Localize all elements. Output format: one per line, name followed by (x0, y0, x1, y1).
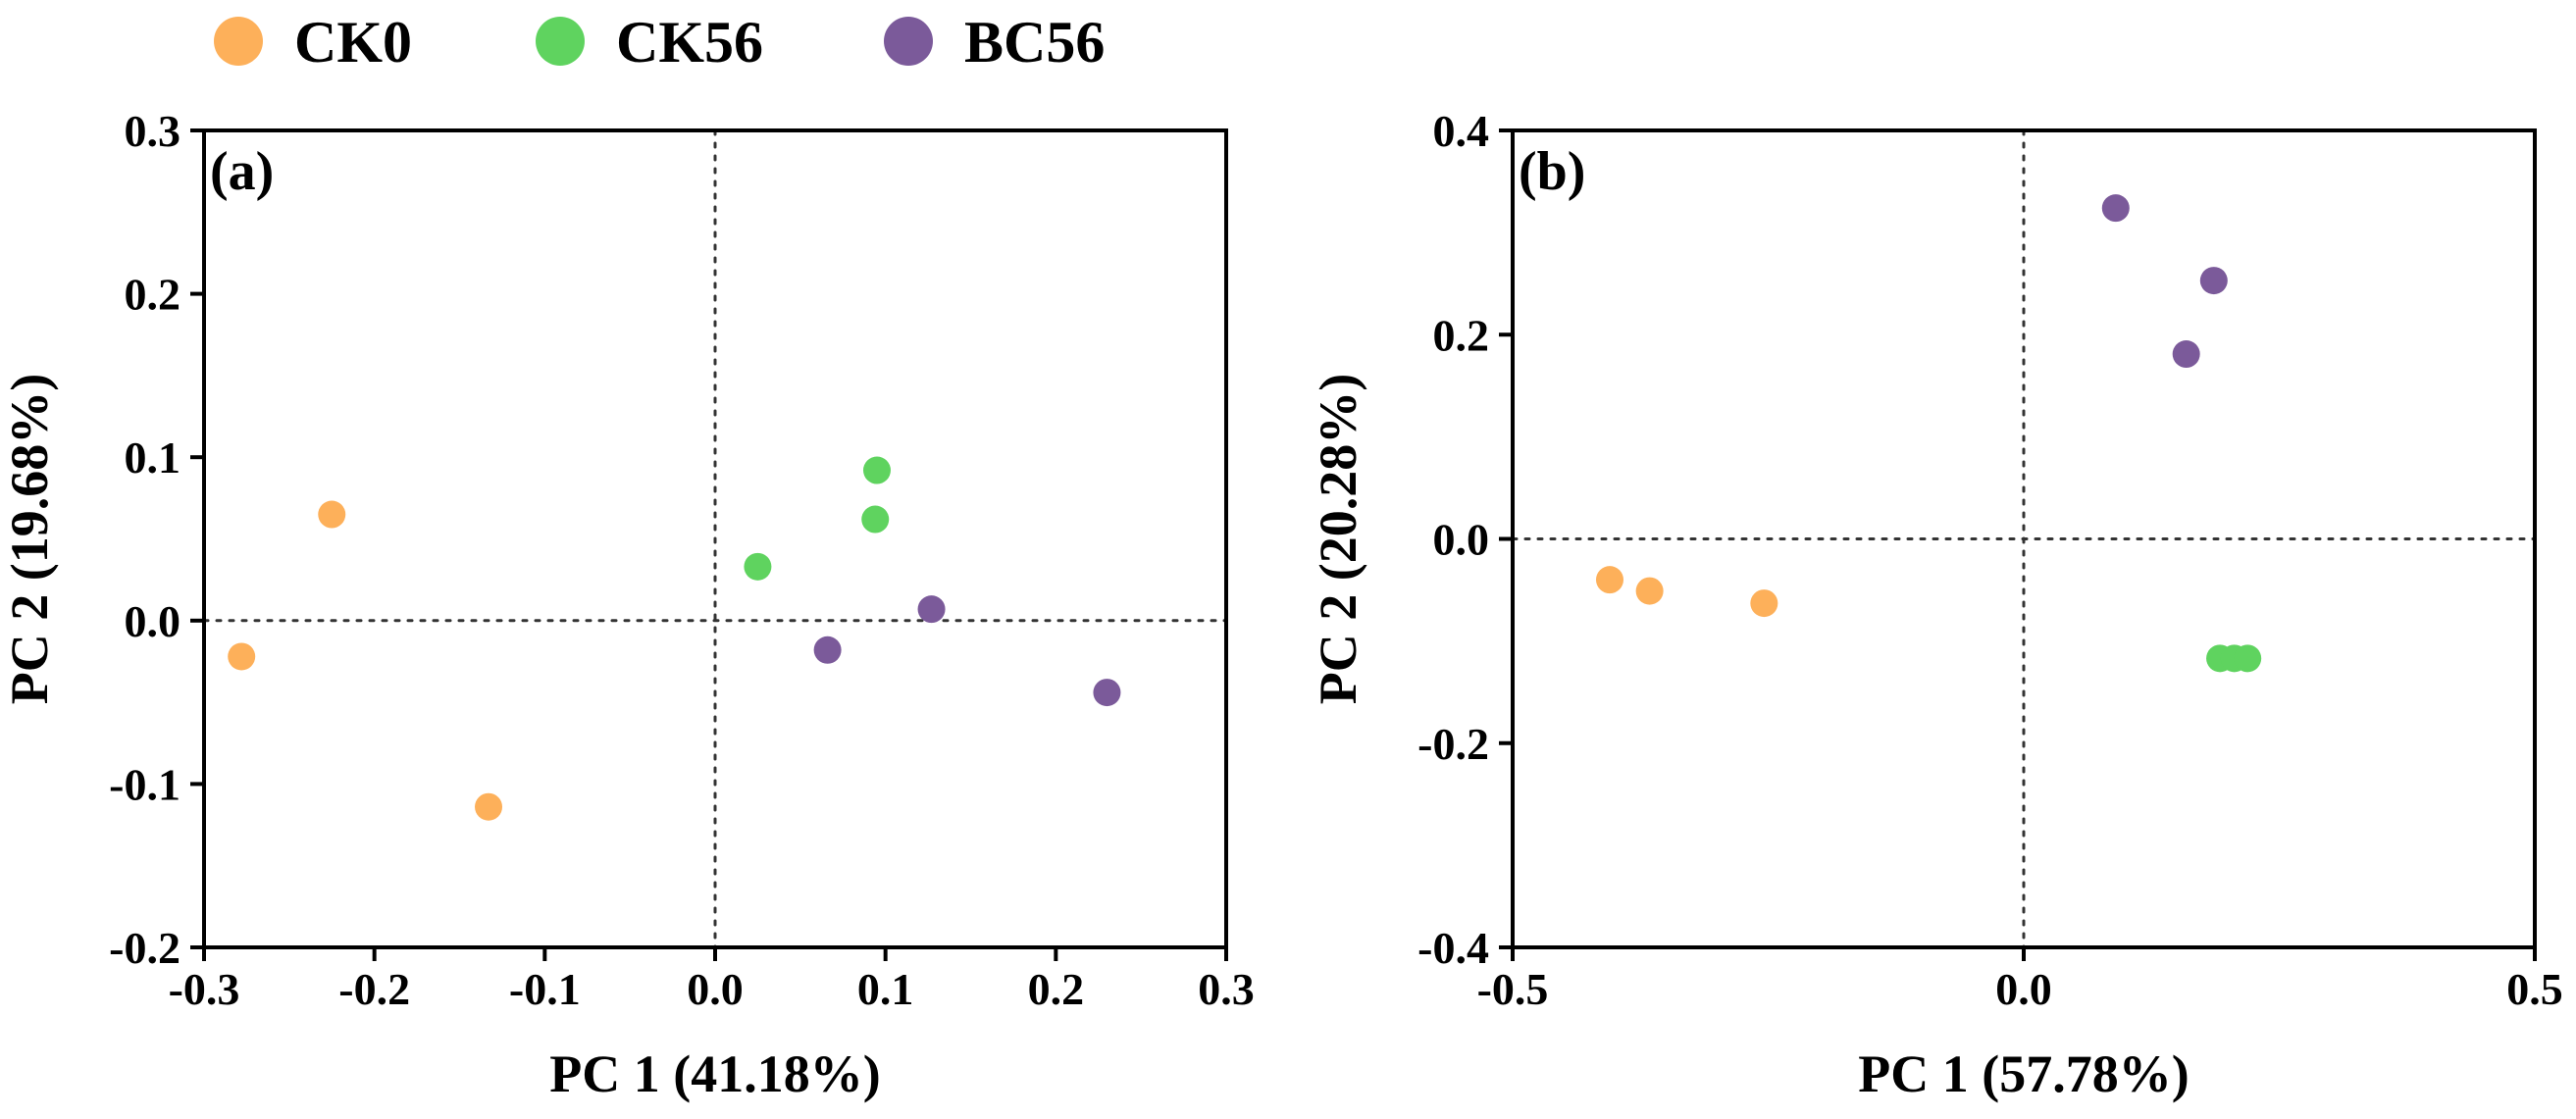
series-ck56 (2206, 644, 2262, 673)
series-bc56 (2101, 194, 2228, 369)
y-tick-label: 0.4 (1433, 106, 1490, 156)
legend-item-ck56: CK56 (536, 10, 763, 75)
legend-item-bc56: BC56 (884, 10, 1105, 75)
point-ck56 (744, 552, 772, 581)
legend-marker-ck0 (214, 17, 263, 66)
panel-label: (b) (1519, 141, 1585, 202)
series-ck0 (1595, 566, 1778, 618)
point-bc56 (813, 636, 842, 664)
legend-label: CK0 (294, 10, 412, 75)
y-axis-title: PC 2 (20.28%) (1309, 374, 1367, 704)
x-tick-label: -0.2 (338, 964, 410, 1014)
x-tick-label: -0.3 (169, 964, 240, 1014)
series-ck56 (744, 456, 891, 581)
x-tick-label: -0.5 (1477, 964, 1549, 1014)
y-tick-label: 0.0 (1433, 515, 1490, 565)
point-bc56 (2101, 194, 2130, 223)
point-ck0 (475, 792, 503, 821)
x-tick-label: 0.3 (1198, 964, 1255, 1014)
y-tick-label: -0.4 (1417, 923, 1489, 973)
x-tick-label: 0.5 (2506, 964, 2563, 1014)
y-tick-label: 0.0 (125, 596, 181, 646)
legend-marker-bc56 (884, 17, 933, 66)
point-ck56 (862, 456, 891, 484)
panel-a: -0.3 -0.2 -0.1 0.0 0.1 0.2 0.3-0.2-0.10.00.10.… (0, 106, 1255, 1103)
legend-marker-ck56 (536, 17, 585, 66)
y-tick-label: -0.2 (1417, 719, 1489, 769)
panel-b: -0.5 0.0 0.5 -0.4 -0.2 0.0 0.2 0.4 PC 1 (57.78%)… (1309, 106, 2563, 1103)
point-bc56 (917, 595, 946, 624)
series-bc56 (813, 595, 1121, 707)
legend-item-ck0: CK0 (214, 10, 412, 75)
point-ck0 (1635, 577, 1664, 605)
y-tick-label: 0.2 (125, 270, 181, 320)
legend-label: BC56 (964, 10, 1105, 75)
point-ck56 (2234, 644, 2262, 673)
point-ck0 (228, 642, 256, 671)
x-axis-title: PC 1 (41.18%) (549, 1044, 880, 1103)
point-ck0 (1750, 589, 1778, 618)
point-ck0 (318, 500, 346, 529)
x-tick-label: 0.0 (687, 964, 744, 1014)
y-tick-label: 0.1 (125, 432, 181, 483)
point-ck56 (861, 505, 890, 534)
x-axis-title: PC 1 (57.78%) (1858, 1044, 2189, 1103)
point-bc56 (2172, 340, 2200, 369)
x-tick-label: 0.0 (1995, 964, 2052, 1014)
point-ck0 (1595, 566, 1623, 594)
point-bc56 (2199, 267, 2228, 295)
panel-label: (a) (210, 141, 274, 202)
legend-label: CK56 (616, 10, 763, 75)
y-tick-label: 0.2 (1433, 310, 1490, 360)
x-tick-label: -0.1 (509, 964, 581, 1014)
y-tick-label: -0.2 (109, 923, 180, 973)
x-tick-label: 0.2 (1028, 964, 1085, 1014)
y-tick-label: -0.1 (109, 759, 180, 809)
y-tick-label: 0.3 (125, 106, 181, 156)
point-bc56 (1093, 679, 1121, 707)
legend: CK0 CK56 BC56 (214, 10, 1105, 75)
y-axis-title: PC 2 (19.68%) (0, 374, 59, 704)
series-ck0 (228, 500, 503, 821)
x-tick-label: 0.1 (857, 964, 914, 1014)
